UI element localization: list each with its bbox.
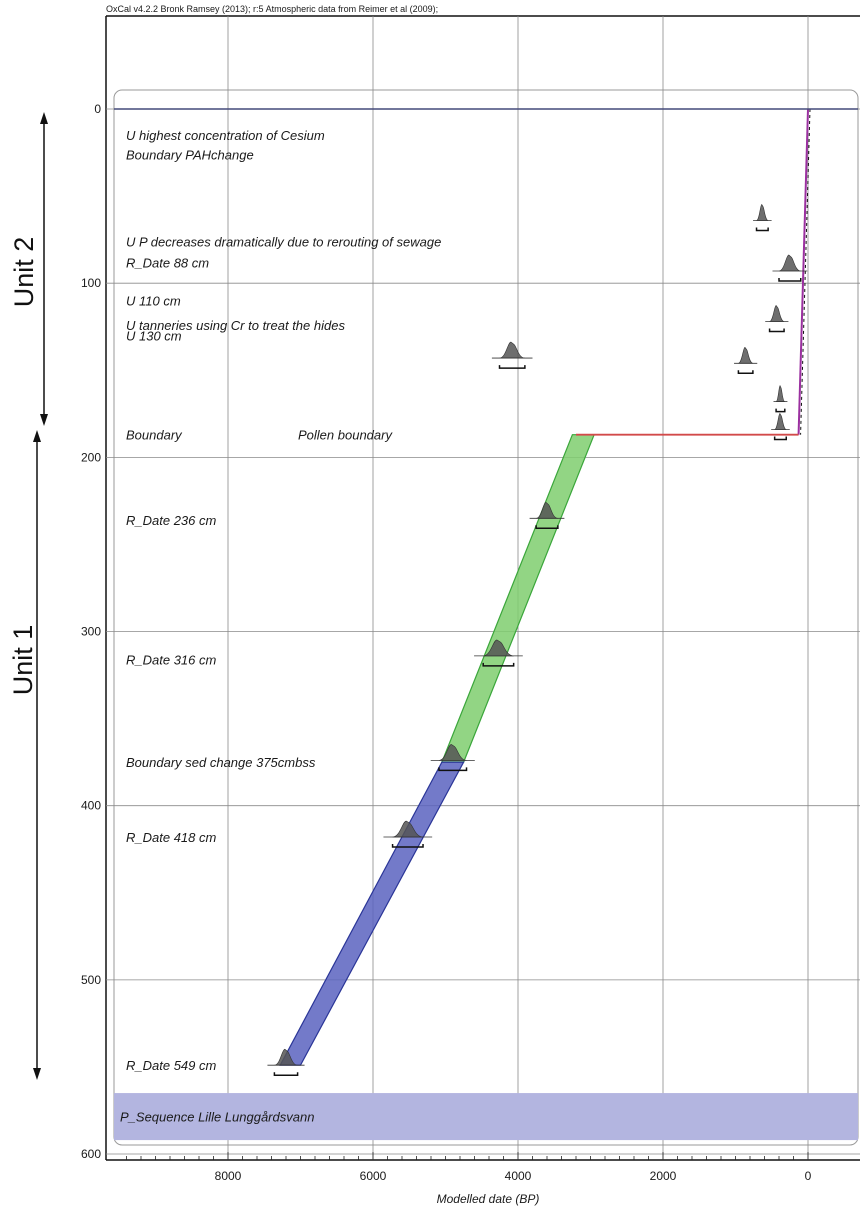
distribution-range-bracket (775, 408, 786, 413)
date-distribution (438, 744, 467, 761)
distribution-range-bracket (755, 227, 769, 232)
sequence-label: P_Sequence Lille Lunggårdsvann (120, 1110, 314, 1125)
unit1-arrowhead-bottom (33, 1068, 41, 1080)
distribution-range-bracket (535, 525, 559, 530)
unit2-label: Unit 2 (9, 237, 39, 308)
chart-header-note: OxCal v4.2.2 Bronk Ramsey (2013); r:5 At… (106, 4, 438, 14)
unit2-arrowhead-bottom (40, 414, 48, 426)
distribution-range-bracket (482, 662, 515, 667)
y-tick-label: 600 (81, 1147, 101, 1161)
distribution-range-bracket (778, 277, 802, 282)
distribution-range-bracket (737, 370, 754, 375)
distribution-range-bracket (391, 844, 424, 848)
row-label: Boundary PAHchange (126, 147, 254, 162)
distribution-range-bracket (773, 436, 787, 441)
row-label: R_Date 316 cm (126, 652, 216, 667)
distribution-range-bracket (438, 767, 468, 772)
distribution-range-bracket (498, 365, 526, 369)
unit1-arrowhead-top (33, 430, 41, 442)
blue-model-envelope (279, 761, 465, 1066)
distribution-range-bracket (768, 328, 785, 333)
date-distribution (499, 341, 525, 359)
x-tick-label: 0 (805, 1169, 812, 1183)
model-lines (114, 108, 858, 436)
date-distribution (774, 413, 787, 430)
x-tick-label: 8000 (215, 1169, 242, 1183)
y-tick-label: 0 (94, 102, 101, 116)
row-label: Boundary sed change 375cmbss (126, 755, 316, 770)
date-distribution (756, 204, 769, 221)
upper-model-dashed-line (800, 108, 811, 435)
distribution-layer (267, 204, 808, 1076)
x-tick-label: 4000 (505, 1169, 532, 1183)
date-distribution (769, 305, 785, 322)
date-distribution (738, 346, 753, 364)
y-tick-label: 100 (81, 276, 101, 290)
date-distribution (483, 639, 514, 657)
unit2-annotation: Unit 2 (9, 112, 48, 426)
distribution-range-bracket (273, 1072, 299, 1076)
row-label: U 130 cm (126, 328, 182, 343)
y-tick-label: 400 (81, 799, 101, 813)
model-envelopes (279, 434, 596, 1066)
sequence-layer: P_Sequence Lille Lunggårdsvann (114, 1093, 858, 1141)
date-distribution (536, 501, 558, 519)
y-tick-label: 500 (81, 973, 101, 987)
row-label: U highest concentration of Cesium (126, 128, 325, 143)
unit2-arrowhead-top (40, 112, 48, 124)
row-labels: U highest concentration of Cesium Boundar… (126, 128, 441, 1073)
date-distribution (775, 385, 785, 402)
sequence-band (114, 1093, 858, 1141)
row-label: U 110 cm (126, 294, 181, 309)
model-panel (113, 89, 859, 1146)
date-distribution (392, 820, 424, 838)
row-label: R_Date 549 cm (126, 1058, 216, 1073)
row-label: R_Date 236 cm (126, 513, 216, 528)
row-label: U tanneries using Cr to treat the hides (126, 318, 345, 333)
row-label: Boundary (126, 428, 183, 443)
y-tick-label: 200 (81, 450, 101, 464)
row-label: U P decreases dramatically due to rerout… (126, 234, 441, 249)
row-label: R_Date 88 cm (126, 255, 209, 270)
x-tick-labels: 8000 6000 4000 2000 0 (215, 1169, 812, 1183)
date-distribution (778, 254, 801, 272)
unit1-label: Unit 1 (8, 625, 38, 696)
row-label: R_Date 418 cm (126, 830, 216, 845)
x-axis-title: Modelled date (BP) (437, 1192, 540, 1206)
date-distribution (274, 1048, 298, 1066)
y-tick-labels: 0 100 200 300 400 500 600 (81, 102, 101, 1161)
row-label: Pollen boundary (298, 428, 393, 443)
upper-model-line (797, 108, 809, 435)
y-tick-label: 300 (81, 625, 101, 639)
grid-lines (106, 16, 860, 1160)
x-tick-label: 2000 (650, 1169, 677, 1183)
unit1-annotation: Unit 1 (8, 430, 41, 1080)
x-tick-label: 6000 (360, 1169, 387, 1183)
x-minor-ticks (126, 1152, 809, 1160)
